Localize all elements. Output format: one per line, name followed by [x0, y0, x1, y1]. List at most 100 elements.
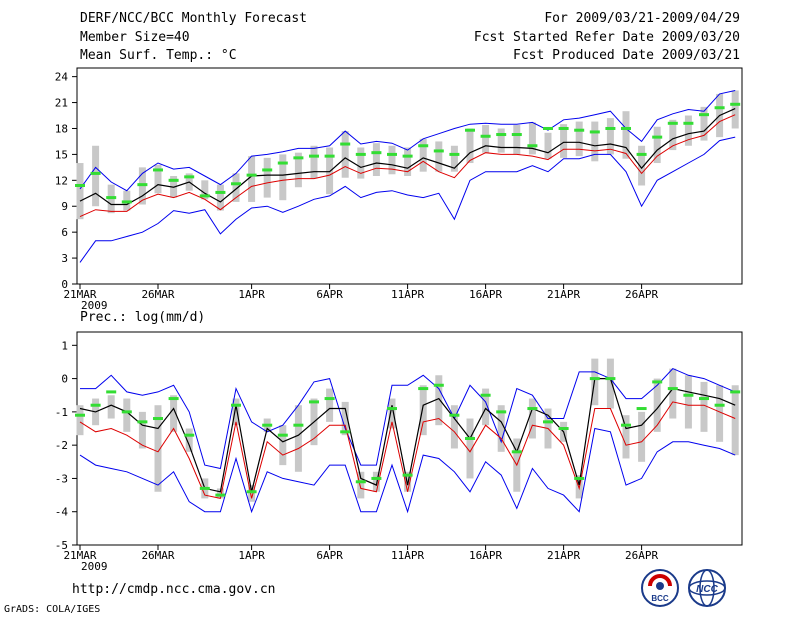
obs-marker: [511, 133, 522, 137]
spread-bar: [638, 411, 646, 462]
spread-bar: [435, 141, 443, 172]
obs-marker: [309, 154, 319, 158]
spread-bar: [419, 385, 427, 436]
ensemble-mean-line: [79, 108, 736, 206]
spread-bar: [216, 184, 224, 211]
obs-marker: [168, 178, 179, 182]
spread-bar: [294, 152, 302, 188]
spread-bar: [279, 154, 287, 201]
median-line: [79, 401, 736, 499]
spread-bar: [700, 381, 708, 432]
obs-marker: [418, 387, 429, 391]
obs-marker: [106, 390, 117, 394]
obs-marker: [433, 383, 444, 387]
obs-marker: [683, 393, 694, 397]
obs-marker: [340, 142, 351, 146]
spread-bar: [497, 128, 505, 153]
spread-bar: [123, 398, 131, 432]
spread-bar: [684, 375, 692, 429]
obs-marker: [277, 433, 288, 437]
spread-bar: [372, 471, 380, 492]
y-tick-label: 12: [55, 174, 68, 187]
spread-bar: [497, 405, 505, 452]
obs-marker: [231, 182, 241, 186]
obs-marker: [215, 493, 226, 497]
spread-bar: [591, 121, 599, 162]
y-tick-label: 1: [61, 339, 68, 352]
obs-marker: [636, 407, 647, 411]
bcc-logo-text: BCC: [651, 594, 669, 603]
obs-marker: [511, 450, 522, 454]
spread-bar: [684, 115, 692, 146]
obs-marker: [371, 151, 382, 155]
spread-bar: [419, 138, 427, 172]
y-tick-label: 15: [55, 148, 68, 161]
ensemble-mean-line: [79, 378, 736, 493]
obs-marker: [543, 126, 553, 130]
obs-marker: [652, 135, 663, 139]
obs-marker: [543, 420, 553, 424]
obs-marker: [199, 486, 210, 490]
spread-bar: [450, 145, 458, 172]
spread-bar: [560, 124, 568, 158]
obs-marker: [574, 128, 585, 132]
spread-bar: [138, 411, 146, 449]
obs-marker: [246, 173, 257, 177]
obs-marker: [121, 410, 132, 414]
spread-bar: [154, 405, 162, 492]
spread-bar: [341, 401, 349, 436]
y-tick-label: -4: [55, 506, 69, 519]
year-label: 2009: [81, 560, 108, 573]
spread-bar: [669, 368, 677, 419]
spread-bar: [248, 485, 256, 502]
obs-marker: [449, 152, 460, 156]
y-tick-label: 18: [55, 122, 68, 135]
x-tick-label: 26APR: [625, 288, 658, 301]
x-tick-label: 21MAR: [63, 549, 96, 562]
spread-bar: [653, 126, 661, 164]
y-tick-label: 24: [55, 71, 69, 84]
obs-marker: [371, 476, 382, 480]
year-label: 2009: [81, 299, 108, 312]
spread-bar: [606, 358, 614, 409]
obs-marker: [667, 387, 678, 391]
obs-marker: [480, 393, 491, 397]
obs-marker: [293, 156, 304, 160]
x-tick-label: 1APR: [238, 288, 265, 301]
spread-bar: [263, 157, 271, 198]
obs-marker: [121, 200, 132, 204]
spread-bar: [326, 147, 334, 195]
spread-bar: [154, 164, 162, 194]
obs-marker: [699, 397, 709, 401]
obs-marker: [75, 413, 85, 417]
obs-marker: [730, 390, 741, 394]
obs-marker: [246, 490, 257, 494]
forecast-period: For 2009/03/21-2009/04/29: [544, 11, 740, 26]
x-tick-label: 16APR: [469, 288, 502, 301]
source-url[interactable]: http://cmdp.ncc.cma.gov.cn: [72, 582, 276, 597]
spread-bar: [294, 405, 302, 472]
spread-bar: [528, 122, 536, 155]
spread-bar: [76, 163, 84, 220]
spread-bar: [107, 395, 115, 419]
obs-marker: [527, 144, 538, 148]
spread-bar: [638, 145, 646, 186]
x-tick-label: 26MAR: [141, 549, 174, 562]
precip-variable-label: Prec.: log(mm/d): [80, 310, 206, 325]
y-tick-label: -1: [55, 406, 68, 419]
spread-bar: [279, 425, 287, 466]
spread-bar: [575, 121, 583, 157]
spread-bar: [310, 145, 318, 179]
x-tick-label: 26APR: [625, 549, 658, 562]
obs-marker: [730, 102, 741, 106]
obs-marker: [480, 134, 491, 138]
x-tick-label: 26MAR: [141, 288, 174, 301]
spread-bar: [76, 405, 84, 436]
spread-bar: [731, 90, 739, 129]
x-tick-label: 6APR: [316, 549, 343, 562]
lower-bound-line: [79, 427, 736, 514]
spread-bar: [216, 488, 224, 499]
plot-frame: [76, 331, 743, 546]
temp-variable-label: Mean Surf. Temp.: °C: [80, 48, 237, 63]
